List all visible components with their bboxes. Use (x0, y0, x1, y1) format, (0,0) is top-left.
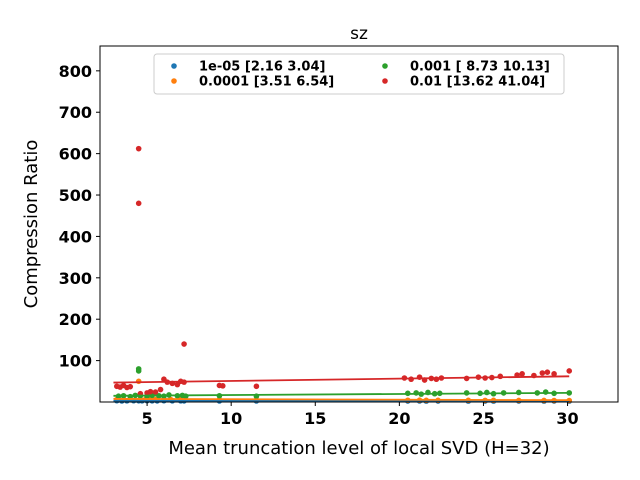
legend-marker (171, 78, 177, 84)
legend-label: 0.001 [ 8.73 10.13] (410, 60, 550, 75)
x-tick-label: 10 (220, 409, 242, 428)
data-point (135, 368, 142, 374)
legend-marker (171, 63, 177, 69)
data-point (253, 383, 260, 390)
x-axis-title: Mean truncation level of local SVD (H=32… (168, 438, 549, 459)
legend-label: 0.0001 [3.51 6.54] (199, 75, 334, 90)
trend-line-2 (113, 391, 570, 397)
data-point (551, 371, 557, 377)
series-3 (114, 145, 573, 397)
y-tick-label: 700 (59, 103, 92, 122)
x-tick-label: 25 (472, 409, 494, 428)
x-tick-label: 5 (142, 409, 153, 428)
legend-box (153, 53, 565, 95)
y-tick-label: 400 (59, 227, 92, 246)
y-tick-label: 300 (59, 269, 92, 288)
data-point (542, 389, 549, 395)
trend-line-3 (113, 375, 570, 384)
y-tick-label: 800 (59, 62, 92, 81)
data-point (127, 383, 134, 390)
y-tick-label: 600 (59, 145, 92, 164)
data-point (219, 383, 226, 389)
data-point (135, 200, 142, 207)
y-axis-title: Compression Ratio (21, 140, 42, 309)
trend-line-1 (113, 397, 570, 402)
data-point (519, 371, 525, 377)
data-point (181, 341, 187, 347)
data-point (147, 388, 154, 395)
data-point (484, 389, 490, 396)
data-point (544, 369, 551, 375)
data-point (135, 145, 142, 152)
legend-label: 1e-05 [2.16 3.04] (199, 60, 325, 75)
legend-marker (382, 63, 388, 69)
x-tick-label: 15 (304, 409, 326, 428)
y-tick-label: 200 (59, 310, 92, 329)
plot-frame (99, 45, 619, 403)
data-point (539, 370, 546, 376)
x-tick-label: 20 (388, 409, 410, 428)
plot-area (113, 145, 573, 404)
x-axis: 5 10 15 20 25 30 (142, 402, 579, 428)
legend: 1e-05 [2.16 3.04]0.0001 [3.51 6.54] 0.001… (153, 53, 565, 95)
data-point (152, 389, 159, 395)
chart-title: sz (350, 24, 368, 44)
legend-label: 0.01 [13.62 41.04] (410, 75, 545, 90)
y-tick-label: 500 (59, 186, 92, 205)
data-point (566, 368, 573, 374)
data-point (413, 390, 419, 396)
legend-marker (382, 78, 388, 84)
data-point (497, 373, 504, 380)
data-point (157, 386, 164, 393)
x-tick-label: 30 (556, 409, 578, 428)
y-tick-label: 100 (59, 352, 92, 371)
y-axis: 100 200 300 400 500 600 700 800 (59, 62, 100, 371)
